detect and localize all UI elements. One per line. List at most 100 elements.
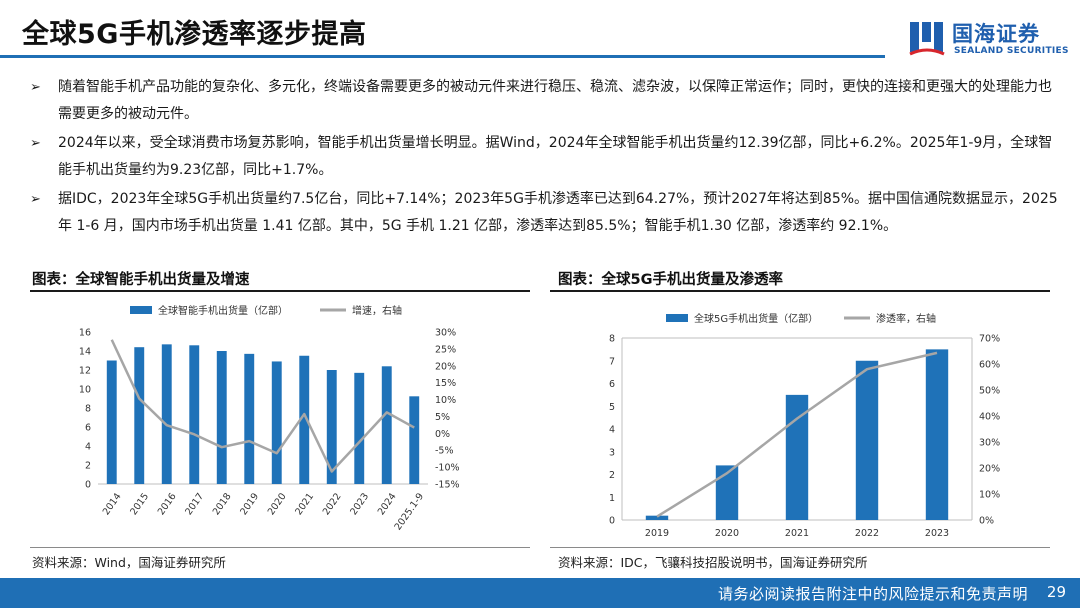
x-tick-label: 2020 <box>266 491 289 517</box>
x-tick-label: 2021 <box>293 491 316 517</box>
y-right-tick-label: 60% <box>979 360 1000 371</box>
bar <box>785 394 809 520</box>
y-left-tick-label: 0 <box>85 480 91 491</box>
y-right-tick-label: 30% <box>979 438 1000 449</box>
sealand-logo-icon <box>909 22 945 56</box>
bar <box>244 353 255 484</box>
y-left-tick-label: 14 <box>79 347 91 358</box>
5g-shipments-chart: 0 1 2 3 4 5 6 7 8 0% 10% 20% 30% 40% 50% 60% 70% 2019 2020… <box>609 312 1000 539</box>
y-left-tick-label: 7 <box>609 356 615 367</box>
legend-bar-swatch <box>130 306 152 314</box>
y-right-tick-label: -10% <box>435 463 460 474</box>
x-tick-label: 2019 <box>238 491 261 517</box>
bar <box>326 370 337 484</box>
left-chart-title-rule <box>30 290 530 292</box>
page-number: 29 <box>1046 583 1066 601</box>
title-rule <box>0 55 885 58</box>
y-right-tick-label: 15% <box>435 378 456 389</box>
logo-en-text: SEALAND SECURITIES <box>954 46 1069 56</box>
bar <box>216 351 227 484</box>
y-left-tick-label: 5 <box>609 402 615 413</box>
bar <box>409 396 420 484</box>
bullet-text: 2024年以来，受全球消费市场复苏影响，智能手机出货量增长明显。据Wind，20… <box>58 135 1053 178</box>
x-tick-label: 2021 <box>785 528 809 539</box>
bullet-list: ➢ 随着智能手机产品功能的复杂化、多元化，终端设备需要更多的被动元件来进行稳压、… <box>30 74 1060 242</box>
x-tick-label: 2018 <box>211 491 234 517</box>
y-right-tick-label: 0% <box>435 429 450 440</box>
x-tick-label: 2019 <box>645 528 669 539</box>
y-right-tick-label: 50% <box>979 386 1000 397</box>
y-left-tick-label: 10 <box>79 385 91 396</box>
bar <box>189 345 200 484</box>
x-tick-label: 2023 <box>348 491 371 517</box>
bar <box>106 360 117 484</box>
arrow-bullet-icon: ➢ <box>30 136 41 151</box>
logo-cn-text: 国海证券 <box>952 22 1040 46</box>
x-tick-label: 2014 <box>101 491 124 517</box>
y-right-tick-label: 40% <box>979 412 1000 423</box>
left-chart-title: 图表：全球智能手机出货量及增速 <box>32 272 250 288</box>
arrow-bullet-icon: ➢ <box>30 80 41 95</box>
bar <box>715 465 739 520</box>
legend-line-label: 渗透率，右轴 <box>876 312 936 325</box>
rate-line <box>110 339 415 473</box>
x-tick-label: 2022 <box>321 491 344 517</box>
y-left-tick-label: 8 <box>85 404 91 415</box>
x-tick-label: 2015 <box>128 491 151 517</box>
bar <box>134 347 145 484</box>
right-chart-title: 图表：全球5G手机出货量及渗透率 <box>558 272 783 288</box>
y-right-tick-label: 5% <box>435 412 450 423</box>
bullet-item: ➢ 据IDC，2023年全球5G手机出货量约7.5亿台，同比+7.14%；202… <box>30 186 1060 240</box>
x-tick-label: 2024 <box>376 491 399 517</box>
y-left-tick-label: 6 <box>85 423 91 434</box>
disclaimer-text: 请务必阅读报告附注中的风险提示和免责声明 <box>717 585 1028 603</box>
bar <box>925 349 949 520</box>
bar <box>645 515 669 520</box>
y-left-tick-label: 12 <box>79 366 91 377</box>
y-right-tick-label: 0% <box>979 516 994 527</box>
smartphone-shipments-chart: 0 2 4 6 8 10 12 14 16 -15% -10% -5% 0% 5% 10% 15% 20% 25%… <box>79 304 460 533</box>
y-left-tick-label: 2 <box>609 470 615 481</box>
bullet-text: 据IDC，2023年全球5G手机出货量约7.5亿台，同比+7.14%；2023年… <box>58 191 1058 234</box>
x-tick-label: 2020 <box>715 528 739 539</box>
y-left-tick-label: 16 <box>79 328 91 339</box>
legend-bar-label: 全球智能手机出货量（亿部） <box>158 304 288 317</box>
y-right-tick-label: 20% <box>979 464 1000 475</box>
y-left-tick-label: 2 <box>85 461 91 472</box>
y-right-tick-label: 10% <box>435 395 456 406</box>
arrow-bullet-icon: ➢ <box>30 192 41 207</box>
bullet-item: ➢ 2024年以来，受全球消费市场复苏影响，智能手机出货量增长明显。据Wind，… <box>30 130 1060 184</box>
legend-bar-label: 全球5G手机出货量（亿部） <box>694 312 818 325</box>
bullet-item: ➢ 随着智能手机产品功能的复杂化、多元化，终端设备需要更多的被动元件来进行稳压、… <box>30 74 1060 128</box>
bar <box>271 361 282 484</box>
right-chart-source: 资料来源：IDC，飞骧科技招股说明书，国海证券研究所 <box>558 555 868 570</box>
y-right-tick-label: 30% <box>435 328 456 339</box>
y-right-tick-label: -5% <box>435 446 454 457</box>
y-left-tick-label: 4 <box>85 442 91 453</box>
bar <box>161 344 172 484</box>
y-left-tick-label: 8 <box>609 334 615 345</box>
y-right-tick-label: 20% <box>435 361 456 372</box>
right-chart-title-rule <box>550 290 1050 292</box>
bar <box>381 366 392 484</box>
left-chart-source: 资料来源：Wind，国海证券研究所 <box>32 555 226 570</box>
y-left-tick-label: 0 <box>609 516 615 527</box>
legend-bar-swatch <box>666 314 688 322</box>
left-chart-bottom-rule <box>30 547 530 548</box>
y-left-tick-label: 4 <box>609 425 615 436</box>
legend-line-label: 增速，右轴 <box>352 304 402 317</box>
y-right-tick-label: 25% <box>435 344 456 355</box>
rate-line <box>656 351 938 518</box>
y-right-tick-label: 10% <box>979 490 1000 501</box>
company-logo: 国海证券 SEALAND SECURITIES <box>908 18 1068 64</box>
y-left-tick-label: 6 <box>609 379 615 390</box>
x-tick-label: 2023 <box>925 528 949 539</box>
y-left-tick-label: 1 <box>609 493 615 504</box>
right-chart-bottom-rule <box>550 547 1050 548</box>
bar <box>354 372 365 484</box>
x-tick-label: 2016 <box>156 491 179 517</box>
bar <box>855 360 879 520</box>
footer-bar: 请务必阅读报告附注中的风险提示和免责声明 29 <box>0 578 1080 608</box>
y-right-tick-label: 70% <box>979 334 1000 345</box>
bar <box>299 355 310 484</box>
